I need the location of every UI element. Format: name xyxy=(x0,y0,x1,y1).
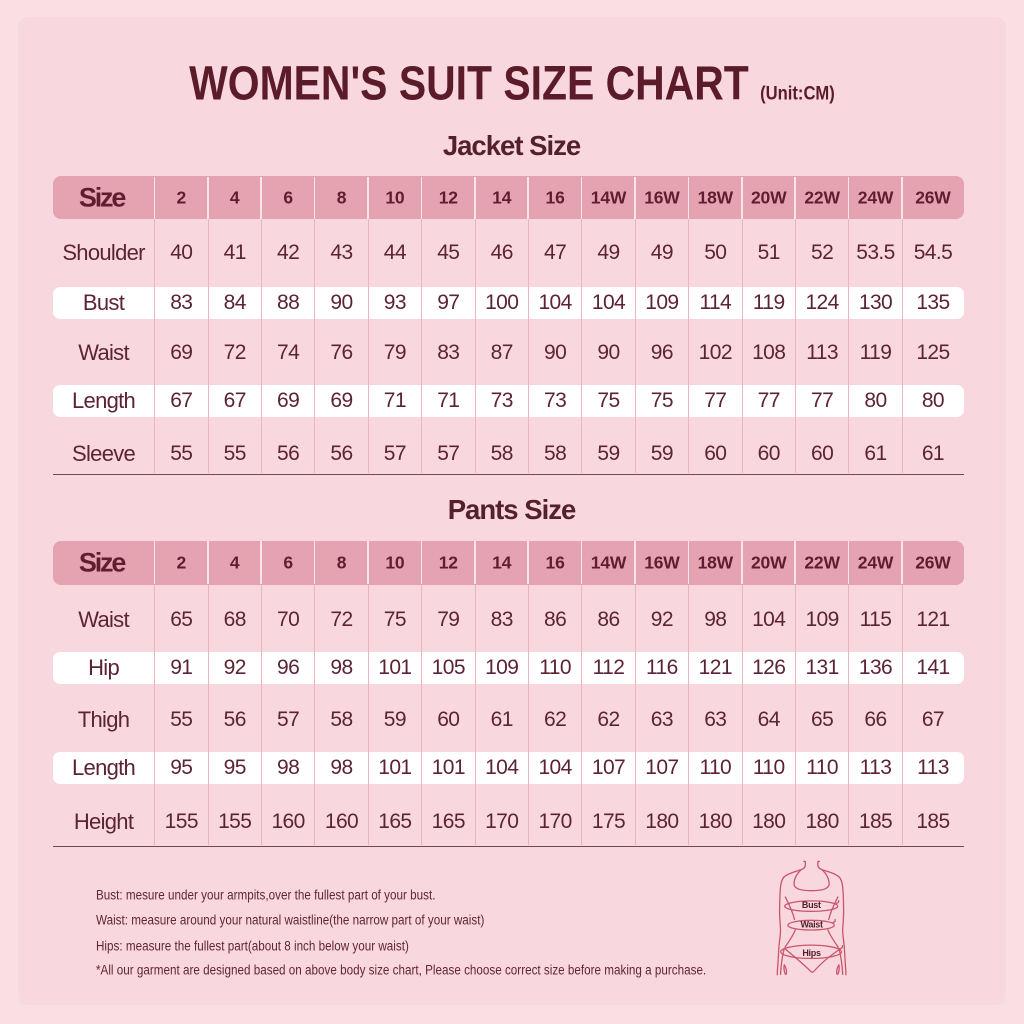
svg-text:Hips: Hips xyxy=(802,948,821,958)
svg-text:Waist: Waist xyxy=(801,919,823,929)
svg-text:Bust: Bust xyxy=(802,900,821,910)
